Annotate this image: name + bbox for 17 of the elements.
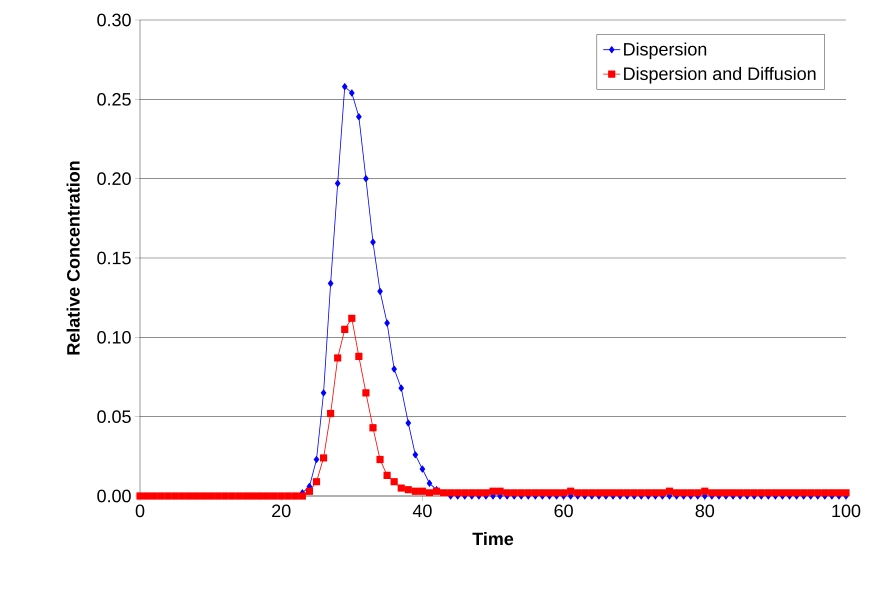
y-tick-label: 0.20 (97, 172, 131, 186)
x-tick-label: 80 (696, 504, 714, 518)
y-tick-label: 0.25 (97, 92, 131, 106)
y-axis-title: Relative Concentration (66, 161, 80, 354)
x-tick-label: 100 (832, 504, 860, 518)
x-tick-label: 20 (272, 504, 290, 518)
x-tick-label: 0 (136, 504, 144, 518)
legend-label: Dispersion and Diffusion (624, 66, 816, 84)
x-tick-label: 60 (554, 504, 573, 518)
y-tick-label: 0.05 (97, 410, 131, 424)
x-tick-label: 40 (412, 504, 432, 518)
y-tick-label: 0.00 (97, 490, 131, 502)
y-tick-label: 0.30 (97, 14, 131, 26)
x-axis-title: Time (472, 532, 514, 546)
legend-label: Dispersion (624, 42, 706, 60)
y-tick-label: 0.10 (97, 330, 131, 344)
y-tick-label: 0.15 (97, 252, 131, 264)
